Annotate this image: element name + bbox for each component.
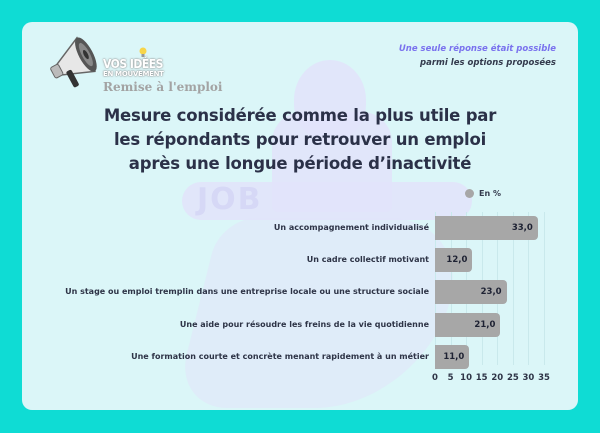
bar-value: 33,0: [511, 223, 533, 233]
chart-row: Un stage ou emploi tremplin dans une ent…: [22, 280, 578, 304]
category-label: Une formation courte et concrète menant …: [131, 351, 429, 361]
logo-title: VOS IDÉES: [103, 57, 163, 71]
chart-row: Une aide pour résoudre les freins de la …: [22, 312, 578, 337]
x-tick: 5: [447, 373, 454, 383]
survey-note: Une seule réponse était possible parmi l…: [399, 42, 556, 70]
gridline: [544, 212, 545, 365]
legend-swatch: [465, 189, 474, 198]
x-tick: 25: [506, 373, 519, 383]
chart-title-line-1: Mesure considérée comme la plus utile pa…: [103, 106, 497, 125]
x-tick: 35: [538, 373, 550, 383]
bar-value: 11,0: [443, 351, 465, 362]
chart-title: Mesure considérée comme la plus utile pa…: [22, 104, 578, 176]
bar-value: 21,0: [474, 319, 496, 330]
background-job-sign: [182, 182, 472, 220]
x-tick: 30: [522, 373, 535, 383]
infographic-card: JOB VOS IDÉES EN MOUVEMENT Remise à l'em…: [22, 22, 578, 410]
megaphone-icon: [50, 36, 97, 88]
bar: 11,0: [435, 344, 470, 369]
logo-subtitle: EN MOUVEMENT: [103, 70, 164, 78]
bar-value: 23,0: [480, 287, 502, 297]
x-tick: 10: [460, 373, 473, 383]
note-line-2: parmi les options proposées: [420, 58, 556, 68]
category-label: Un stage ou emploi tremplin dans une ent…: [65, 287, 429, 296]
bar: 23,0: [435, 280, 507, 304]
bar-chart: Un accompagnement individualisé 33,0 Un …: [22, 22, 578, 410]
background-job-text: JOB: [197, 182, 263, 217]
bar-value: 12,0: [446, 254, 468, 265]
note-line-1: Une seule réponse était possible: [398, 44, 556, 54]
category-label: Une aide pour résoudre les freins de la …: [179, 319, 429, 329]
section-title: Remise à l'emploi: [103, 80, 223, 94]
gridline: [512, 212, 514, 365]
x-tick: 0: [432, 373, 438, 383]
legend-label: En %: [479, 189, 501, 198]
bar: 21,0: [435, 312, 501, 337]
x-tick: 15: [475, 373, 488, 383]
chart-row: Une formation courte et concrète menant …: [22, 344, 578, 369]
chart-row: Un accompagnement individualisé 33,0: [22, 216, 578, 240]
lightbulb-icon: [139, 47, 147, 57]
chart-legend: En %: [465, 189, 501, 198]
bar: 12,0: [435, 247, 473, 272]
bar: 33,0: [435, 216, 538, 240]
chart-title-line-2: les répondants pour retrouver un emploi: [113, 130, 487, 149]
gridline: [528, 212, 530, 365]
x-tick: 20: [491, 373, 504, 383]
logo: VOS IDÉES EN MOUVEMENT Remise à l'emploi: [40, 28, 240, 98]
category-label: Un accompagnement individualisé: [273, 223, 429, 232]
chart-row: Un cadre collectif motivant 12,0: [22, 247, 578, 272]
category-label: Un cadre collectif motivant: [306, 254, 429, 264]
chart-title-line-3: après une longue période d’inactivité: [128, 154, 472, 173]
